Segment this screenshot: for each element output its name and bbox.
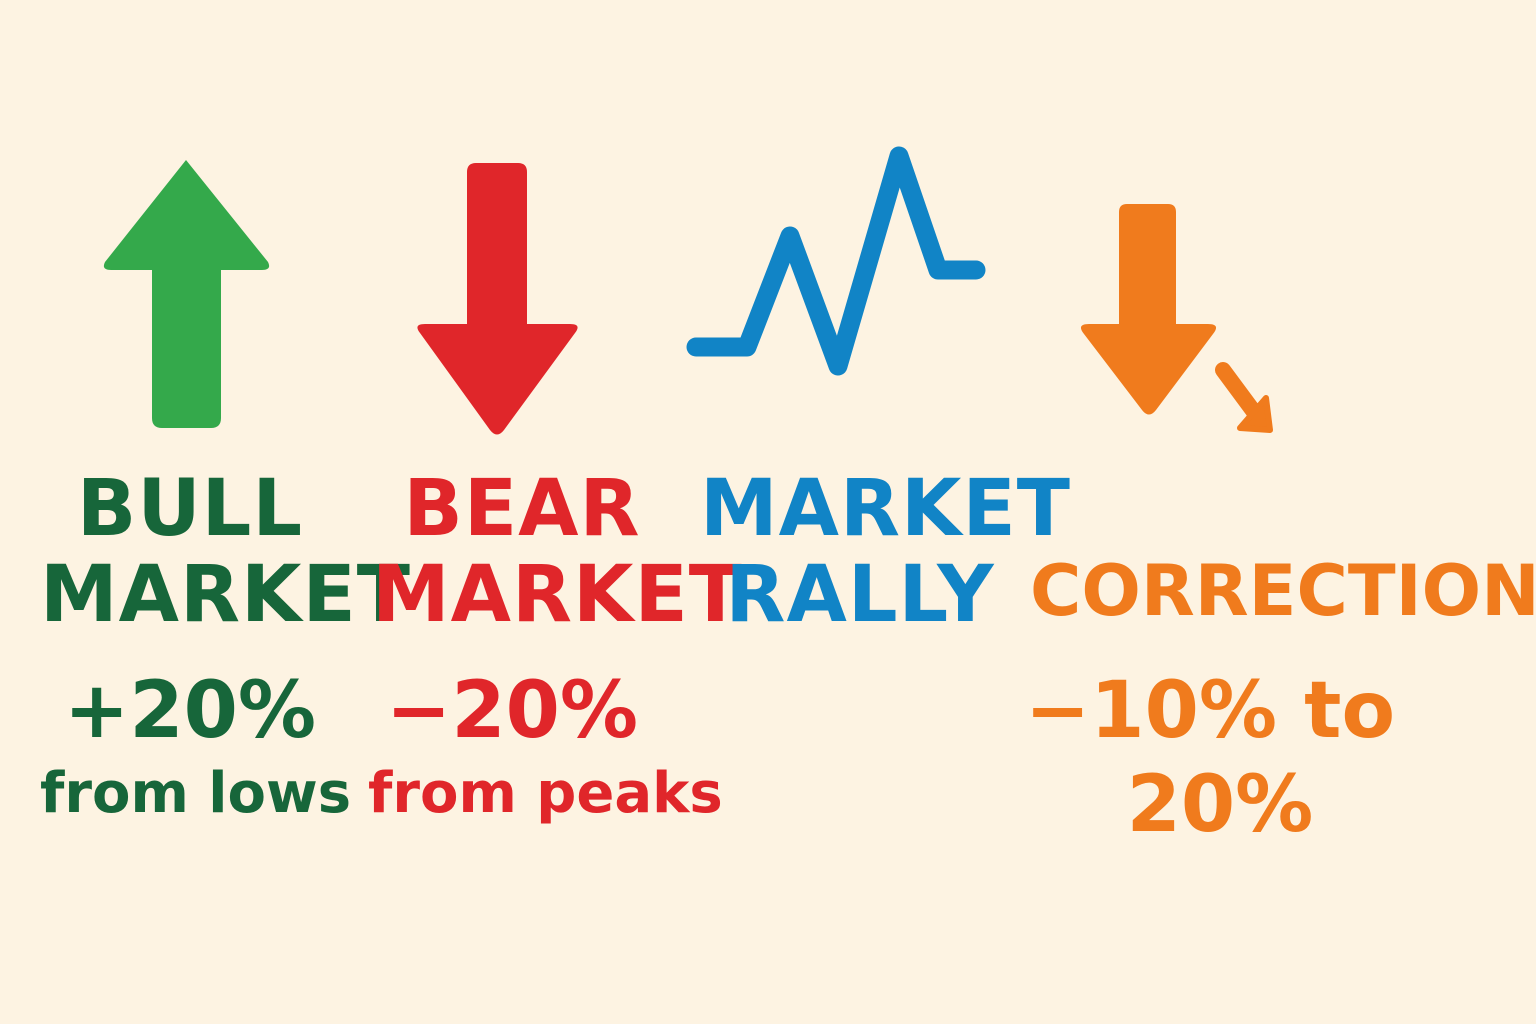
bull-title-line1: BULL: [76, 464, 304, 554]
bear-title-line2: MARKET: [372, 550, 743, 640]
rally-title-line1: MARKET: [700, 464, 1071, 554]
down-arrow-shape: [417, 163, 578, 435]
rally-title-line2: RALLY: [725, 550, 995, 640]
correction-percent-line1: −10% to: [1024, 666, 1396, 756]
up-arrow-shape: [103, 160, 270, 428]
bear-title-line1: BEAR: [403, 464, 641, 554]
correction-small-arrow-head: [1237, 395, 1273, 433]
correction-small-arrow-shaft: [1215, 362, 1268, 428]
correction-title: CORRECTION: [1030, 550, 1536, 632]
rally-line: [686, 146, 986, 376]
bull-description: from lows: [40, 761, 352, 826]
correction-big-arrow: [1080, 204, 1217, 415]
bear-description: from peaks: [368, 761, 723, 826]
bull-percent: +20%: [63, 666, 317, 756]
bull-title-line2: MARKET: [40, 550, 411, 640]
bear-percent: −20%: [385, 666, 639, 756]
correction-percent-line2: 20%: [1126, 760, 1314, 850]
